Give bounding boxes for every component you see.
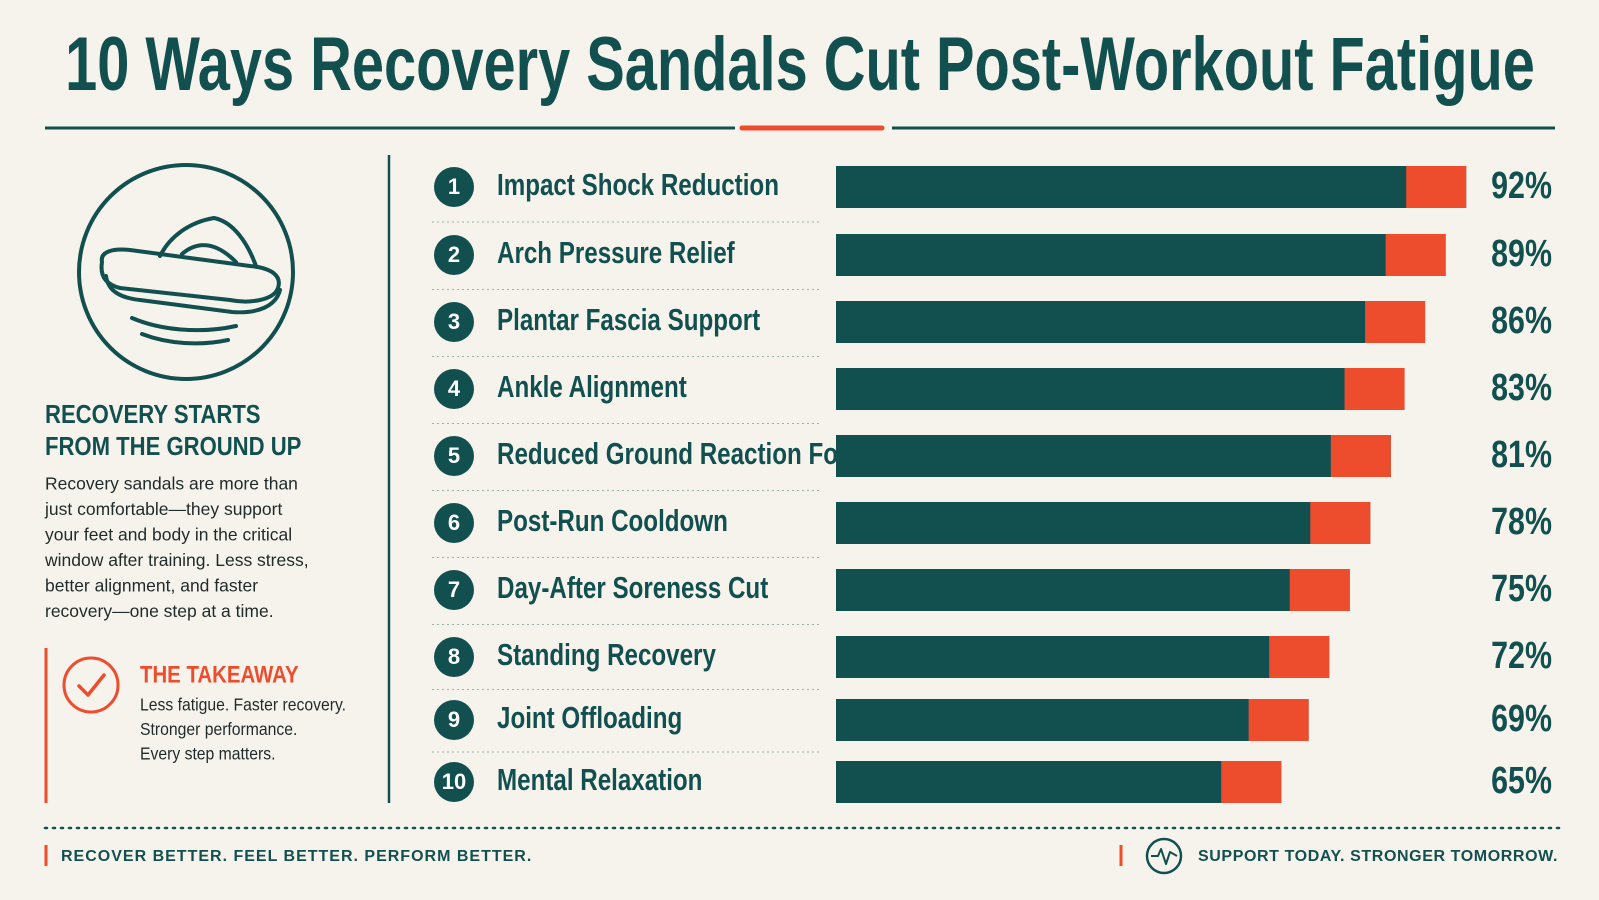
rank-badge bbox=[434, 700, 474, 740]
value-label: 72% bbox=[1491, 635, 1552, 677]
category-label: Post-Run Cooldown bbox=[497, 503, 728, 538]
bar-accent bbox=[1269, 636, 1330, 678]
sidebar-heading: RECOVERY STARTS bbox=[45, 400, 261, 429]
category-label: Mental Relaxation bbox=[497, 762, 702, 797]
sidebar-body: Recovery sandals are more than bbox=[45, 474, 298, 494]
pulse-icon bbox=[1145, 837, 1183, 875]
category-label: Day-After Soreness Cut bbox=[497, 570, 768, 605]
footer-left: RECOVER BETTER. FEEL BETTER. PERFORM BET… bbox=[61, 848, 532, 865]
rank-badge bbox=[434, 503, 474, 543]
bar bbox=[836, 699, 1309, 741]
pulse-line bbox=[1151, 848, 1178, 865]
bar bbox=[836, 301, 1426, 343]
rank-number: 9 bbox=[448, 707, 460, 732]
takeaway-title: THE TAKEAWAY bbox=[140, 661, 299, 688]
bar-accent bbox=[1406, 166, 1467, 208]
bar bbox=[836, 234, 1446, 276]
sidebar-body: your feet and body in the critical bbox=[45, 525, 292, 545]
category-label: Standing Recovery bbox=[497, 637, 716, 672]
rank-badge bbox=[434, 762, 474, 802]
bar-accent bbox=[1344, 368, 1405, 410]
category-label: Ankle Alignment bbox=[497, 369, 687, 404]
value-label: 83% bbox=[1491, 367, 1552, 409]
sandal-icon bbox=[77, 163, 295, 381]
bar bbox=[836, 502, 1371, 544]
sidebar-heading: FROM THE GROUND UP bbox=[45, 432, 301, 461]
value-label: 69% bbox=[1491, 698, 1552, 740]
bar-accent bbox=[1365, 301, 1426, 343]
rank-number: 2 bbox=[448, 242, 460, 267]
value-label: 65% bbox=[1491, 760, 1552, 802]
rank-number: 1 bbox=[448, 174, 460, 199]
rank-number: 6 bbox=[448, 510, 460, 535]
footer-right: SUPPORT TODAY. STRONGER TOMORROW. bbox=[1198, 848, 1558, 865]
bar bbox=[836, 435, 1391, 477]
bar-accent bbox=[1221, 761, 1282, 803]
rank-number: 3 bbox=[448, 309, 460, 334]
value-label: 78% bbox=[1491, 501, 1552, 543]
bar bbox=[836, 761, 1282, 803]
category-label: Arch Pressure Relief bbox=[497, 235, 735, 270]
sidebar-body: window after training. Less stress, bbox=[44, 550, 309, 570]
value-label: 75% bbox=[1491, 568, 1552, 610]
sidebar-body: recovery—one step at a time. bbox=[45, 601, 274, 621]
rank-number: 10 bbox=[442, 769, 466, 794]
category-label: Reduced Ground Reaction Force bbox=[497, 436, 874, 471]
rank-badge bbox=[434, 302, 474, 342]
bar-accent bbox=[1289, 569, 1350, 611]
chart-title: 10 Ways Recovery Sandals Cut Post-Workou… bbox=[65, 23, 1535, 107]
rank-number: 8 bbox=[448, 644, 460, 669]
check-icon bbox=[62, 656, 120, 714]
bar bbox=[836, 636, 1330, 678]
value-label: 89% bbox=[1491, 233, 1552, 275]
sidebar-body: just comfortable—they support bbox=[44, 499, 282, 519]
check-mark bbox=[77, 673, 106, 697]
category-label: Impact Shock Reduction bbox=[497, 167, 779, 202]
takeaway-text: Stronger performance. bbox=[140, 719, 297, 739]
bar-accent bbox=[1330, 435, 1391, 477]
rank-number: 7 bbox=[448, 577, 460, 602]
rank-number: 5 bbox=[448, 443, 460, 468]
bar bbox=[836, 368, 1405, 410]
rank-badge bbox=[434, 369, 474, 409]
rank-badge bbox=[434, 235, 474, 275]
category-label: Plantar Fascia Support bbox=[497, 302, 760, 337]
rank-badge bbox=[434, 167, 474, 207]
bar-accent bbox=[1310, 502, 1371, 544]
rank-number: 4 bbox=[448, 376, 461, 401]
takeaway-text: Every step matters. bbox=[140, 744, 275, 764]
bar-accent bbox=[1385, 234, 1446, 276]
takeaway-text: Less fatigue. Faster recovery. bbox=[140, 695, 346, 715]
bar bbox=[836, 569, 1350, 611]
bar bbox=[836, 166, 1467, 208]
rank-badge bbox=[434, 570, 474, 610]
sidebar-body: better alignment, and faster bbox=[45, 576, 258, 596]
value-label: 86% bbox=[1491, 300, 1552, 342]
rank-badge bbox=[434, 637, 474, 677]
bar-accent bbox=[1248, 699, 1309, 741]
category-label: Joint Offloading bbox=[497, 700, 682, 735]
rank-badge bbox=[434, 436, 474, 476]
value-label: 81% bbox=[1491, 434, 1552, 476]
value-label: 92% bbox=[1491, 165, 1552, 207]
